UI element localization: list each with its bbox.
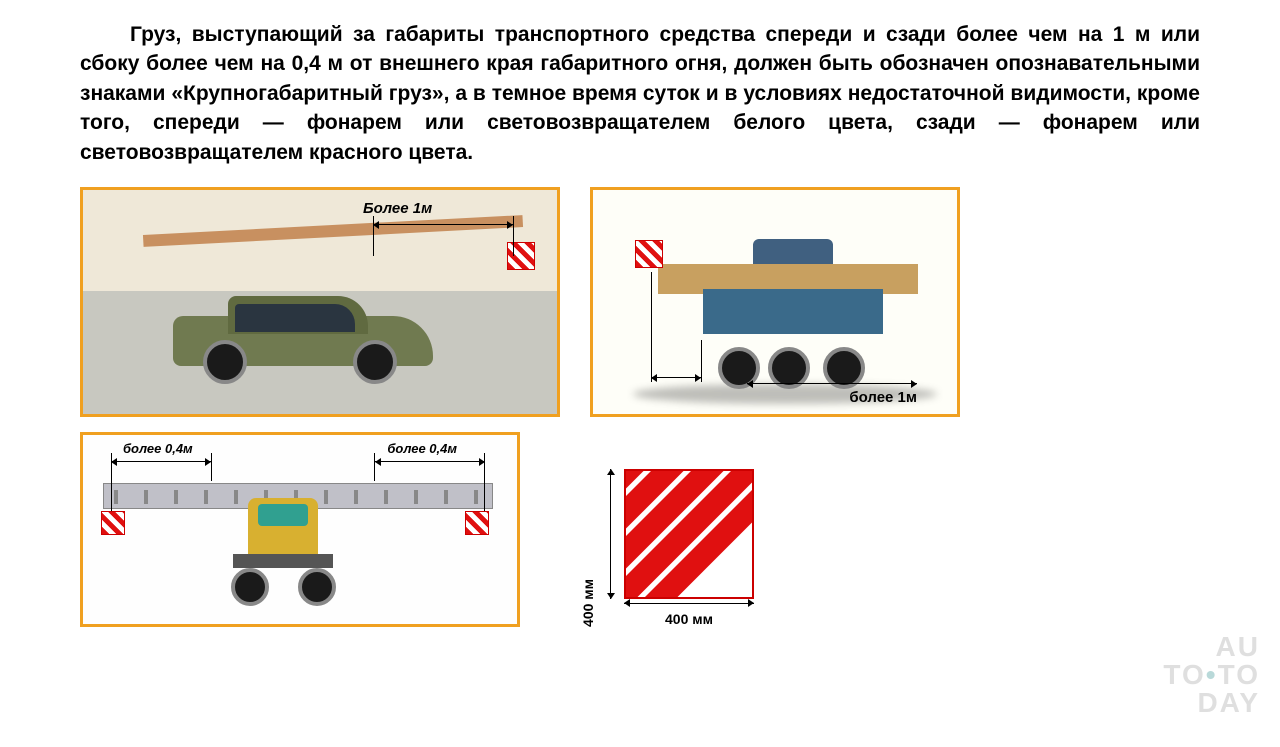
figure-car-rear-overhang: Более 1м — [80, 187, 560, 417]
truck-front-view — [203, 476, 363, 606]
dimension-label: более 1м — [849, 389, 917, 406]
hazard-sign-specimen: 400 мм 400 мм — [580, 469, 754, 627]
regulation-paragraph: Груз, выступающий за габариты транспортн… — [80, 20, 1200, 167]
passenger-car — [173, 294, 433, 384]
hazard-sign-icon — [507, 242, 535, 270]
figures-bottom-row: более 0,4м более 0,4м 400 мм — [80, 432, 1200, 627]
truck-rear-view — [703, 239, 883, 389]
figures-top-row: Более 1м более 1м — [80, 187, 1200, 417]
oversized-load-sign — [624, 469, 754, 599]
dimension-line — [651, 377, 701, 378]
hazard-sign-icon — [635, 240, 663, 268]
sign-width-label: 400 мм — [624, 611, 754, 627]
hazard-sign-icon — [465, 511, 489, 535]
watermark: AU TO•TO DAY — [1163, 633, 1260, 717]
hazard-sign-icon — [101, 511, 125, 535]
sign-height-label: 400 мм — [580, 579, 596, 627]
dimension-label-left: более 0,4м — [123, 441, 193, 456]
dimension-label-right: более 0,4м — [387, 441, 457, 456]
dimension-label: Более 1м — [363, 200, 432, 217]
dimension-line — [373, 224, 513, 225]
figure-truck-rear: более 1м — [590, 187, 960, 417]
figure-truck-front-sides: более 0,4м более 0,4м — [80, 432, 520, 627]
